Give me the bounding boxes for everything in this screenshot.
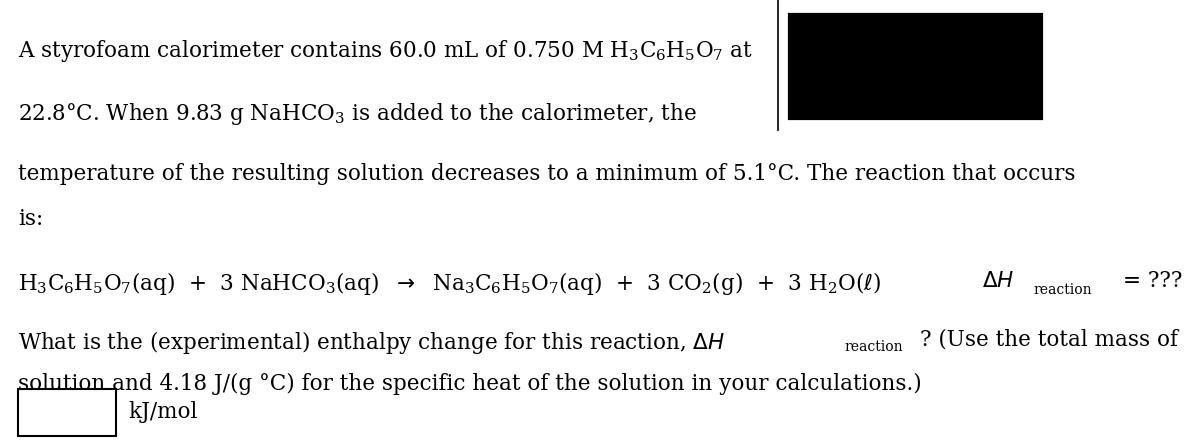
- Bar: [786, 11, 1044, 121]
- Text: reaction: reaction: [845, 340, 904, 354]
- Text: A styrofoam calorimeter contains 60.0 mL of 0.750 M $\mathdefault{H_3C_6H_5O_7}$: A styrofoam calorimeter contains 60.0 mL…: [18, 38, 754, 64]
- Text: What is the (experimental) enthalpy change for this reaction, $\Delta H$: What is the (experimental) enthalpy chan…: [18, 329, 725, 355]
- Text: = ???: = ???: [1123, 270, 1182, 292]
- Text: kJ/mol: kJ/mol: [128, 401, 198, 423]
- Bar: [18, 389, 116, 436]
- Text: is:: is:: [18, 208, 43, 230]
- Text: reaction: reaction: [1033, 283, 1092, 297]
- Text: ? (Use the total mass of: ? (Use the total mass of: [920, 329, 1178, 350]
- Text: $\mathdefault{H_3C_6H_5O_7}$(aq)  +  3 NaHCO$\mathdefault{_3}$(aq)  $\rightarrow: $\mathdefault{H_3C_6H_5O_7}$(aq) + 3 NaH…: [18, 270, 881, 297]
- Text: temperature of the resulting solution decreases to a minimum of 5.1°C. The react: temperature of the resulting solution de…: [18, 163, 1075, 185]
- Text: $\Delta H$: $\Delta H$: [982, 270, 1014, 292]
- Text: solution and 4.18 J/(g °C) for the specific heat of the solution in your calcula: solution and 4.18 J/(g °C) for the speci…: [18, 373, 922, 395]
- Text: 22.8°C. When 9.83 g $\mathdefault{NaHCO_3}$ is added to the calorimeter, the: 22.8°C. When 9.83 g $\mathdefault{NaHCO_…: [18, 101, 697, 127]
